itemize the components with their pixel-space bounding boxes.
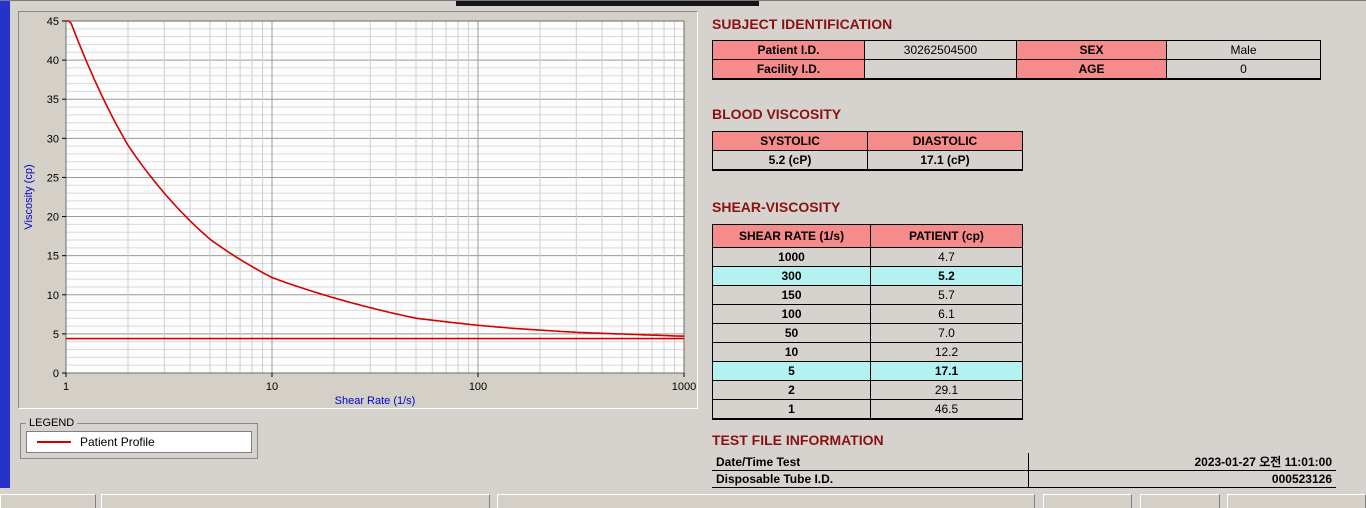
sex-value: Male [1166, 40, 1321, 60]
diastolic-header: DIASTOLIC [867, 131, 1023, 151]
blood-viscosity-table: SYSTOLIC DIASTOLIC 5.2 (cP) 17.1 (cP) [712, 131, 1023, 171]
date-time-test-label: Date/Time Test [712, 453, 1029, 471]
table-row: 5.2 (cP) 17.1 (cP) [712, 150, 1023, 171]
svg-text:20: 20 [47, 212, 59, 224]
shear-rate-cell: 5 [712, 361, 871, 381]
disposable-tube-id-value: 000523126 [1028, 470, 1336, 488]
age-label: AGE [1016, 59, 1167, 80]
patient-profile-line-swatch [37, 441, 71, 443]
shear-table-row: 10 12.2 [712, 342, 1023, 362]
shear-rate-cell: 1 [712, 399, 871, 420]
patient-cp-cell: 4.7 [870, 247, 1023, 267]
svg-text:10: 10 [47, 290, 59, 302]
shear-rate-cell: 10 [712, 342, 871, 362]
svg-text:1: 1 [63, 381, 69, 393]
info-panel: SUBJECT IDENTIFICATION Patient I.D. 3026… [712, 11, 1336, 488]
shear-table-row: 300 5.2 [712, 266, 1023, 286]
bottom-panel-1[interactable] [0, 494, 96, 508]
shear-rate-cell: 300 [712, 266, 871, 286]
patient-cp-cell: 29.1 [870, 380, 1023, 400]
subject-identification-table: Patient I.D. 30262504500 SEX Male Facili… [712, 40, 1321, 80]
table-row: SYSTOLIC DIASTOLIC [712, 131, 1023, 151]
left-edge-strip [0, 1, 10, 488]
bottom-panel-4[interactable] [1043, 494, 1132, 508]
table-row: Date/Time Test 2023-01-27 오전 11:01:00 [712, 453, 1336, 471]
svg-text:Shear Rate (1/s): Shear Rate (1/s) [335, 395, 416, 407]
shear-rate-cell: 150 [712, 285, 871, 305]
patient-cp-cell: 12.2 [870, 342, 1023, 362]
shear-table-row: 5 17.1 [712, 361, 1023, 381]
systolic-header: SYSTOLIC [712, 131, 868, 151]
patient-cp-cell: 7.0 [870, 323, 1023, 343]
table-row: Patient I.D. 30262504500 SEX Male [712, 40, 1321, 60]
patient-cp-header: PATIENT (cp) [870, 224, 1023, 248]
facility-id-value [864, 59, 1017, 80]
svg-text:15: 15 [47, 251, 59, 263]
top-black-bar [456, 1, 759, 6]
svg-text:100: 100 [469, 381, 487, 393]
legend-title: LEGEND [29, 417, 75, 429]
svg-text:5: 5 [53, 329, 59, 341]
legend: LEGEND Patient Profile [20, 417, 258, 459]
date-time-test-value: 2023-01-27 오전 11:01:00 [1028, 453, 1336, 471]
svg-text:1000: 1000 [672, 381, 696, 393]
shear-rate-cell: 100 [712, 304, 871, 324]
table-row: Facility I.D. AGE 0 [712, 59, 1321, 80]
svg-text:Viscosity (cp): Viscosity (cp) [23, 164, 35, 229]
viscosity-chart-svg: 0 5 10 15 20 25 30 35 40 45 1 10 100 1000 Shear Rate (… [23, 16, 696, 407]
test-file-information-table: Date/Time Test 2023-01-27 오전 11:01:00 Di… [712, 453, 1336, 488]
svg-text:10: 10 [266, 381, 278, 393]
legend-item-label: Patient Profile [80, 435, 155, 449]
svg-text:40: 40 [47, 55, 59, 67]
shear-table-row: 100 6.1 [712, 304, 1023, 324]
patient-cp-cell: 5.2 [870, 266, 1023, 286]
subject-identification-heading: SUBJECT IDENTIFICATION [712, 16, 893, 32]
bottom-panel-6[interactable] [1227, 494, 1366, 508]
patient-id-label: Patient I.D. [712, 40, 865, 60]
shear-table-row: 1 46.5 [712, 399, 1023, 420]
patient-id-value: 30262504500 [864, 40, 1017, 60]
svg-text:30: 30 [47, 133, 59, 145]
shear-rate-cell: 1000 [712, 247, 871, 267]
bottom-panel-5[interactable] [1140, 494, 1220, 508]
patient-cp-cell: 5.7 [870, 285, 1023, 305]
shear-table-row: 1000 4.7 [712, 247, 1023, 267]
sex-label: SEX [1016, 40, 1167, 60]
systolic-value: 5.2 (cP) [712, 150, 868, 171]
shear-rate-cell: 2 [712, 380, 871, 400]
shear-table-row: 50 7.0 [712, 323, 1023, 343]
diastolic-value: 17.1 (cP) [867, 150, 1023, 171]
svg-text:0: 0 [53, 368, 59, 380]
disposable-tube-id-label: Disposable Tube I.D. [712, 470, 1029, 488]
shear-table-row: 2 29.1 [712, 380, 1023, 400]
svg-text:25: 25 [47, 172, 59, 184]
svg-text:35: 35 [47, 94, 59, 106]
shear-rate-cell: 50 [712, 323, 871, 343]
patient-cp-cell: 6.1 [870, 304, 1023, 324]
facility-id-label: Facility I.D. [712, 59, 865, 80]
shear-table-row: 150 5.7 [712, 285, 1023, 305]
shear-viscosity-table: SHEAR RATE (1/s) PATIENT (cp) 1000 4.7 3… [712, 224, 1023, 420]
patient-cp-cell: 46.5 [870, 399, 1023, 420]
bottom-panel-3[interactable] [497, 494, 1035, 508]
legend-item: Patient Profile [26, 431, 252, 453]
test-file-information-heading: TEST FILE INFORMATION [712, 432, 884, 448]
age-value: 0 [1166, 59, 1321, 80]
table-header-row: SHEAR RATE (1/s) PATIENT (cp) [712, 224, 1023, 248]
patient-cp-cell: 17.1 [870, 361, 1023, 381]
shear-viscosity-heading: SHEAR-VISCOSITY [712, 199, 841, 215]
table-row: Disposable Tube I.D. 000523126 [712, 470, 1336, 488]
bottom-panel-2[interactable] [101, 494, 490, 508]
viscosity-chart-panel: 0 5 10 15 20 25 30 35 40 45 1 10 100 1000 Shear Rate (… [18, 11, 698, 409]
svg-text:45: 45 [47, 16, 59, 28]
blood-viscosity-heading: BLOOD VISCOSITY [712, 106, 842, 122]
shear-rate-header: SHEAR RATE (1/s) [712, 224, 871, 248]
